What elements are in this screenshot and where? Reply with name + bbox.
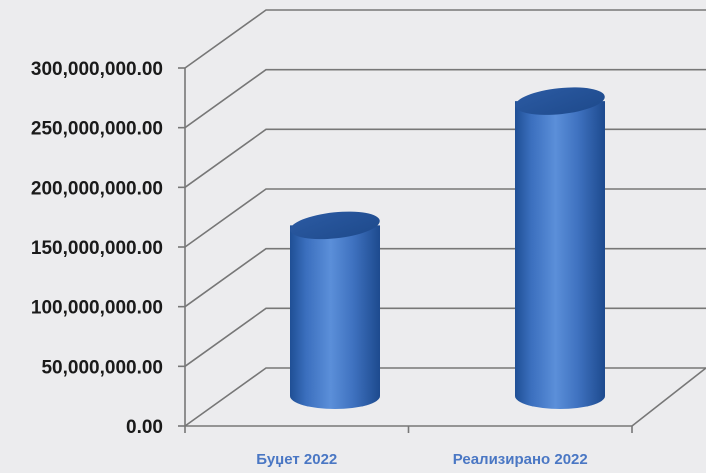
y-tick-label: 100,000,000.00 (31, 298, 163, 319)
y-tick-label: 250,000,000.00 (31, 119, 163, 140)
x-category-label: Буџет 2022 (256, 451, 337, 468)
y-tick-label: 300,000,000.00 (31, 59, 163, 80)
gridline (184, 247, 706, 308)
bar-top (515, 87, 605, 115)
bar-body (290, 225, 380, 409)
gridline (184, 188, 706, 248)
gridlines (184, 9, 706, 427)
axes (178, 67, 633, 433)
y-tick-label: 200,000,000.00 (31, 178, 163, 199)
floor-edge (631, 367, 706, 427)
y-tick-label: 50,000,000.00 (41, 357, 163, 378)
gridline (184, 307, 706, 367)
bar-top (290, 211, 380, 240)
y-tick-labels: 0.00 50,000,000.00 100,000,000.00 150,000,0… (31, 59, 163, 438)
gridline (184, 128, 706, 188)
y-tick-label: 150,000,000.00 (31, 238, 163, 259)
x-category-labels: Буџет 2022 Реализирано 2022 (256, 451, 588, 468)
bar (515, 87, 605, 409)
bar-body (515, 101, 605, 409)
x-category-label: Реализирано 2022 (453, 451, 588, 468)
gridline (184, 68, 706, 129)
y-tick-label: 0.00 (126, 417, 163, 438)
gridline (184, 9, 706, 69)
bar (290, 211, 380, 409)
gridline (184, 367, 706, 427)
bars (290, 87, 605, 409)
